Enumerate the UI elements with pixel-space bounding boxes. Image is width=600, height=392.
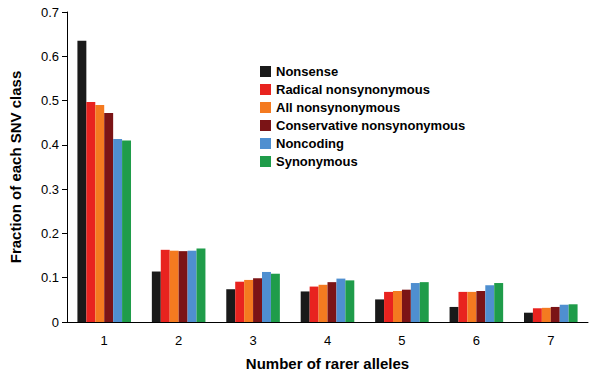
svg-text:2: 2 (175, 333, 182, 348)
svg-text:6: 6 (473, 333, 480, 348)
svg-text:Synonymous: Synonymous (276, 154, 358, 169)
svg-text:5: 5 (398, 333, 405, 348)
svg-text:Fraction of each SNV class: Fraction of each SNV class (7, 71, 24, 264)
svg-text:0.6: 0.6 (41, 49, 59, 64)
svg-text:Number of rarer alleles: Number of rarer alleles (246, 355, 409, 372)
svg-text:0.2: 0.2 (41, 226, 59, 241)
svg-text:0.1: 0.1 (41, 270, 59, 285)
svg-text:Noncoding: Noncoding (276, 136, 344, 151)
svg-text:1: 1 (101, 333, 108, 348)
svg-text:3: 3 (249, 333, 256, 348)
svg-text:All nonsynonymous: All nonsynonymous (276, 100, 400, 115)
svg-text:0.3: 0.3 (41, 182, 59, 197)
svg-text:0.7: 0.7 (41, 5, 59, 20)
svg-text:0.5: 0.5 (41, 93, 59, 108)
svg-text:4: 4 (324, 333, 331, 348)
svg-text:0: 0 (52, 315, 59, 330)
svg-text:Nonsense: Nonsense (276, 64, 338, 79)
svg-text:0.4: 0.4 (41, 137, 59, 152)
svg-text:Conservative nonsynonymous: Conservative nonsynonymous (276, 118, 465, 133)
svg-text:Radical nonsynonymous: Radical nonsynonymous (276, 82, 430, 97)
svg-text:7: 7 (547, 333, 554, 348)
